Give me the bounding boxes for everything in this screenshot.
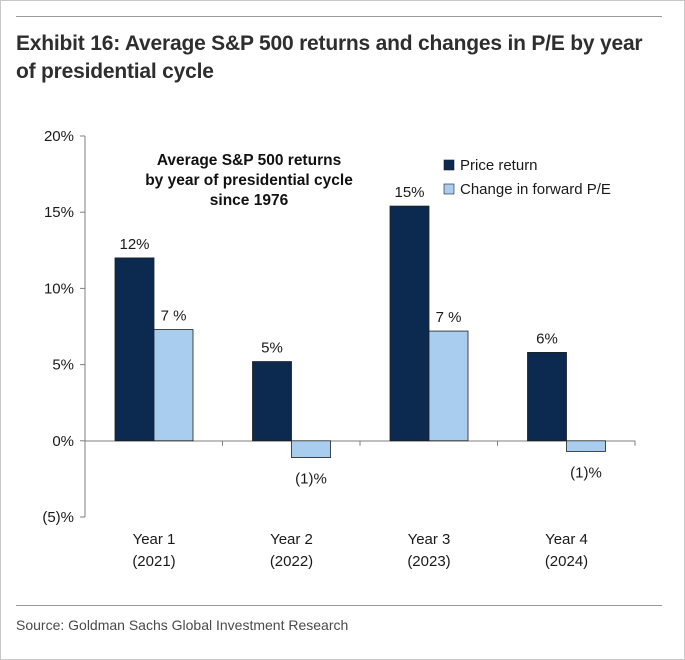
price-return-bar (527, 352, 567, 442)
chart-annotation: Average S&P 500 returns by year of presid… (145, 152, 353, 209)
bar-labels-group: 12% 5% 15% 6% 7 % (1)% 7 % (1)% (119, 184, 601, 487)
price-return-label: 5% (261, 340, 283, 357)
price-return-bar (114, 257, 155, 442)
forward-pe-bar (566, 440, 606, 452)
forward-pe-label: 7 % (436, 309, 462, 326)
forward-pe-label: (1)% (295, 471, 327, 488)
x-category-label: Year 1 (133, 531, 176, 548)
legend-swatch-price-return (443, 159, 455, 171)
x-category-label: Year 3 (408, 531, 451, 548)
y-tick-label: 15% (44, 204, 74, 221)
annotation-line: Average S&P 500 returns (157, 152, 341, 169)
bottom-divider (16, 605, 662, 606)
x-axis-labels: Year 1 (2021) Year 2 (2022) Year 3 (2023) Year… (132, 531, 588, 570)
x-category-label: Year 2 (270, 531, 313, 548)
annotation-line: since 1976 (210, 192, 289, 209)
price-return-label: 12% (119, 236, 149, 253)
forward-pe-bar (428, 330, 469, 442)
y-tick-label: 20% (44, 128, 74, 145)
legend: Price return Change in forward P/E (443, 157, 611, 198)
y-tick-label: 10% (44, 280, 74, 297)
price-return-label: 6% (536, 330, 558, 347)
x-category-label: (2021) (132, 553, 175, 570)
forward-pe-label: (1)% (570, 464, 602, 481)
legend-label-forward-pe: Change in forward P/E (460, 181, 611, 198)
forward-pe-label: 7 % (161, 308, 187, 325)
x-category-label: (2024) (545, 553, 588, 570)
y-tick-label: 0% (52, 433, 74, 450)
bars-group (114, 205, 606, 458)
price-return-bar (389, 205, 430, 442)
x-category-label: (2022) (270, 553, 313, 570)
price-return-label: 15% (394, 184, 424, 201)
exhibit-title: Exhibit 16: Average S&P 500 returns and … (16, 32, 643, 83)
y-axis-ticks: (5)% 0% 5% 10% 15% 20% (42, 128, 636, 526)
x-category-label: Year 4 (545, 531, 588, 548)
x-category-label: (2023) (407, 553, 450, 570)
annotation-line: by year of presidential cycle (145, 172, 353, 189)
price-return-bar (252, 361, 292, 442)
forward-pe-bar (291, 440, 331, 458)
source-note: Source: Goldman Sachs Global Investment … (16, 617, 349, 633)
bar-chart: (5)% 0% 5% 10% 15% 20% 12% 5% 15% 6% 7 % (1)% 7 % (1… (42, 128, 636, 570)
legend-label-price-return: Price return (460, 157, 538, 174)
forward-pe-bar (153, 329, 194, 442)
legend-swatch-forward-pe (443, 183, 455, 195)
y-tick-label: (5)% (42, 509, 74, 526)
top-divider (16, 16, 662, 17)
y-tick-label: 5% (52, 357, 74, 374)
